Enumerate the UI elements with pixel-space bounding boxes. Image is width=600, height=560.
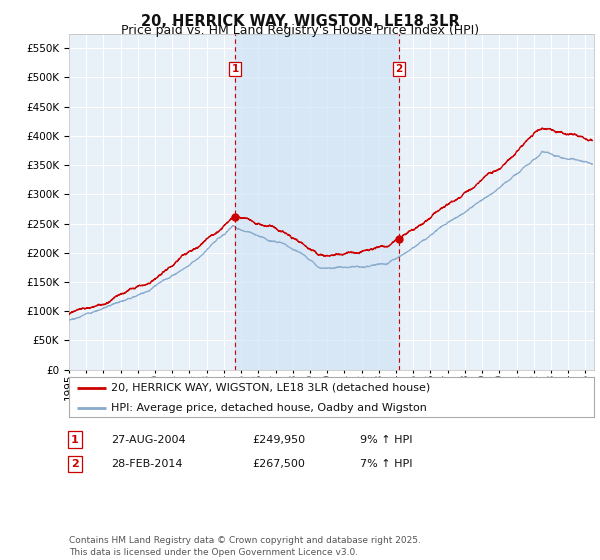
Text: 20, HERRICK WAY, WIGSTON, LE18 3LR (detached house): 20, HERRICK WAY, WIGSTON, LE18 3LR (deta…: [111, 383, 430, 393]
Text: Contains HM Land Registry data © Crown copyright and database right 2025.
This d: Contains HM Land Registry data © Crown c…: [69, 536, 421, 557]
Text: 28-FEB-2014: 28-FEB-2014: [111, 459, 182, 469]
Text: 1: 1: [71, 435, 79, 445]
Text: 2: 2: [71, 459, 79, 469]
Text: 1: 1: [232, 64, 239, 74]
Text: Price paid vs. HM Land Registry's House Price Index (HPI): Price paid vs. HM Land Registry's House …: [121, 24, 479, 37]
Text: 20, HERRICK WAY, WIGSTON, LE18 3LR: 20, HERRICK WAY, WIGSTON, LE18 3LR: [140, 14, 460, 29]
Text: HPI: Average price, detached house, Oadby and Wigston: HPI: Average price, detached house, Oadb…: [111, 403, 427, 413]
Text: 9% ↑ HPI: 9% ↑ HPI: [360, 435, 413, 445]
Text: 27-AUG-2004: 27-AUG-2004: [111, 435, 185, 445]
Text: £267,500: £267,500: [252, 459, 305, 469]
Text: 2: 2: [395, 64, 403, 74]
Bar: [235, 34, 399, 370]
Text: 7% ↑ HPI: 7% ↑ HPI: [360, 459, 413, 469]
Text: £249,950: £249,950: [252, 435, 305, 445]
